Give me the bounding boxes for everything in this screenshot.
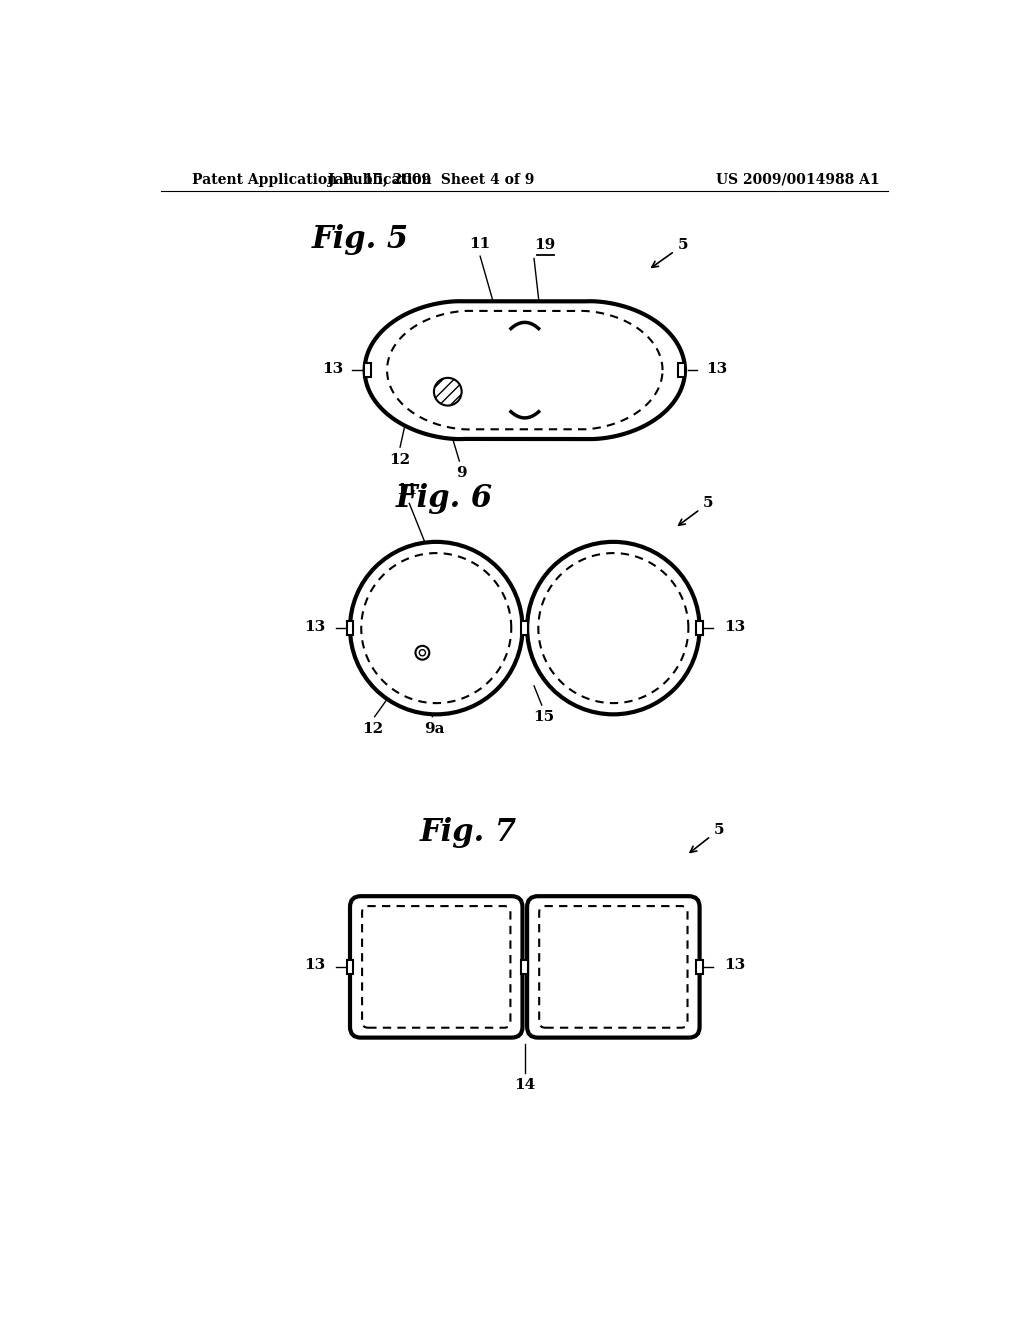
Bar [346, 960, 353, 974]
Text: 18: 18 [603, 606, 624, 619]
Bar [521, 622, 528, 635]
Bar [521, 960, 528, 974]
Circle shape [434, 378, 462, 405]
Text: 9: 9 [457, 466, 467, 480]
Circle shape [350, 543, 522, 714]
Text: 19: 19 [535, 239, 555, 252]
FancyBboxPatch shape [350, 896, 522, 1038]
Text: Fig. 5: Fig. 5 [311, 224, 409, 255]
Polygon shape [365, 301, 685, 440]
Text: 13: 13 [707, 362, 728, 376]
Text: 17: 17 [444, 350, 466, 363]
Text: 5: 5 [690, 822, 724, 853]
Text: 11: 11 [470, 236, 490, 251]
Text: 17: 17 [426, 606, 446, 619]
Text: 13: 13 [322, 362, 343, 376]
Text: 12: 12 [389, 453, 410, 467]
FancyBboxPatch shape [527, 896, 699, 1038]
Text: Fig. 6: Fig. 6 [396, 483, 494, 515]
Text: Jan. 15, 2009  Sheet 4 of 9: Jan. 15, 2009 Sheet 4 of 9 [328, 173, 535, 187]
Text: 13: 13 [304, 619, 326, 634]
Text: 11: 11 [396, 483, 418, 498]
Text: 9a: 9a [425, 722, 445, 737]
Text: 14: 14 [514, 1077, 536, 1092]
Text: 18: 18 [600, 350, 622, 363]
Text: 18: 18 [603, 946, 624, 960]
Text: 13: 13 [724, 958, 745, 973]
Text: Patent Application Publication: Patent Application Publication [193, 173, 432, 187]
Text: 13: 13 [724, 619, 745, 634]
Circle shape [527, 543, 699, 714]
Text: 17: 17 [426, 946, 446, 960]
Bar [696, 622, 703, 635]
Bar [365, 363, 371, 378]
Text: 5: 5 [679, 496, 714, 525]
Text: US 2009/0014988 A1: US 2009/0014988 A1 [716, 173, 880, 187]
Bar [679, 363, 685, 378]
Bar [696, 960, 703, 974]
Text: 13: 13 [304, 958, 326, 973]
Bar [346, 622, 353, 635]
Circle shape [419, 649, 425, 656]
Text: 15: 15 [532, 710, 554, 723]
Text: Fig. 7: Fig. 7 [419, 817, 516, 847]
Circle shape [416, 645, 429, 660]
Text: 5: 5 [652, 239, 688, 268]
Text: 12: 12 [361, 722, 383, 737]
